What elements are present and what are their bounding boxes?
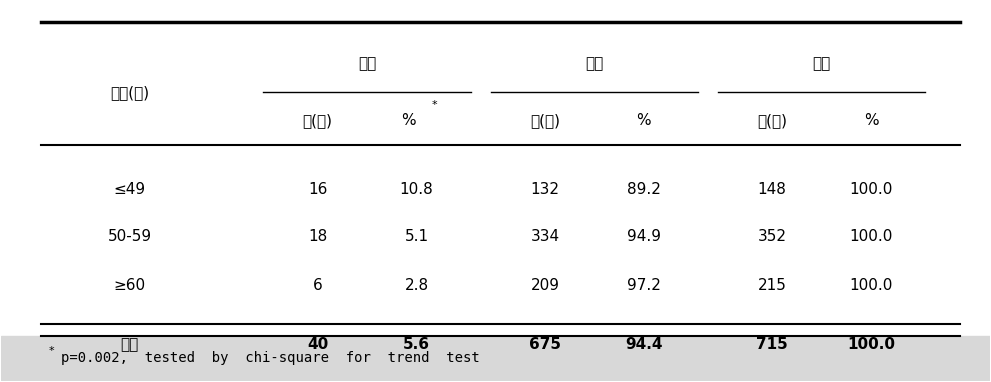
Text: 334: 334 [530, 229, 560, 244]
Text: 반응: 반응 [358, 57, 377, 71]
Text: %: % [864, 113, 878, 128]
Text: 2.8: 2.8 [404, 278, 428, 293]
Text: 18: 18 [308, 229, 327, 244]
Bar [1, 336, 990, 380]
Text: 5.6: 5.6 [403, 337, 430, 352]
Text: 100.0: 100.0 [849, 278, 893, 293]
Text: 10.8: 10.8 [399, 181, 433, 197]
Text: *: * [49, 346, 55, 356]
Text: 음성: 음성 [586, 57, 604, 71]
Text: %: % [401, 113, 416, 128]
Text: 352: 352 [758, 229, 787, 244]
Text: 97.2: 97.2 [626, 278, 661, 293]
Text: 132: 132 [530, 181, 559, 197]
Text: 연령(세): 연령(세) [110, 85, 150, 100]
Text: *: * [431, 100, 437, 110]
Text: 수(명): 수(명) [530, 113, 560, 128]
Text: 100.0: 100.0 [849, 181, 893, 197]
Text: 5.1: 5.1 [404, 229, 428, 244]
Text: 합계: 합계 [121, 337, 139, 352]
Text: %: % [636, 113, 651, 128]
Text: p=0.002,  tested  by  chi-square  for  trend  test: p=0.002, tested by chi-square for trend … [60, 351, 480, 365]
Text: ≤49: ≤49 [114, 181, 146, 197]
Text: 94.4: 94.4 [625, 337, 662, 352]
Text: 합계: 합계 [813, 57, 830, 71]
Text: 100.0: 100.0 [847, 337, 895, 352]
Text: 209: 209 [530, 278, 559, 293]
Text: ≥60: ≥60 [114, 278, 146, 293]
Text: 수(명): 수(명) [757, 113, 787, 128]
Text: 675: 675 [529, 337, 561, 352]
Text: 6: 6 [313, 278, 322, 293]
Text: 40: 40 [307, 337, 328, 352]
Text: 수(명): 수(명) [302, 113, 333, 128]
Text: 16: 16 [308, 181, 327, 197]
Text: 50-59: 50-59 [108, 229, 152, 244]
Text: 215: 215 [758, 278, 787, 293]
Text: 89.2: 89.2 [626, 181, 661, 197]
Text: 100.0: 100.0 [849, 229, 893, 244]
Text: 94.9: 94.9 [626, 229, 661, 244]
Text: 148: 148 [758, 181, 787, 197]
Text: 715: 715 [756, 337, 788, 352]
